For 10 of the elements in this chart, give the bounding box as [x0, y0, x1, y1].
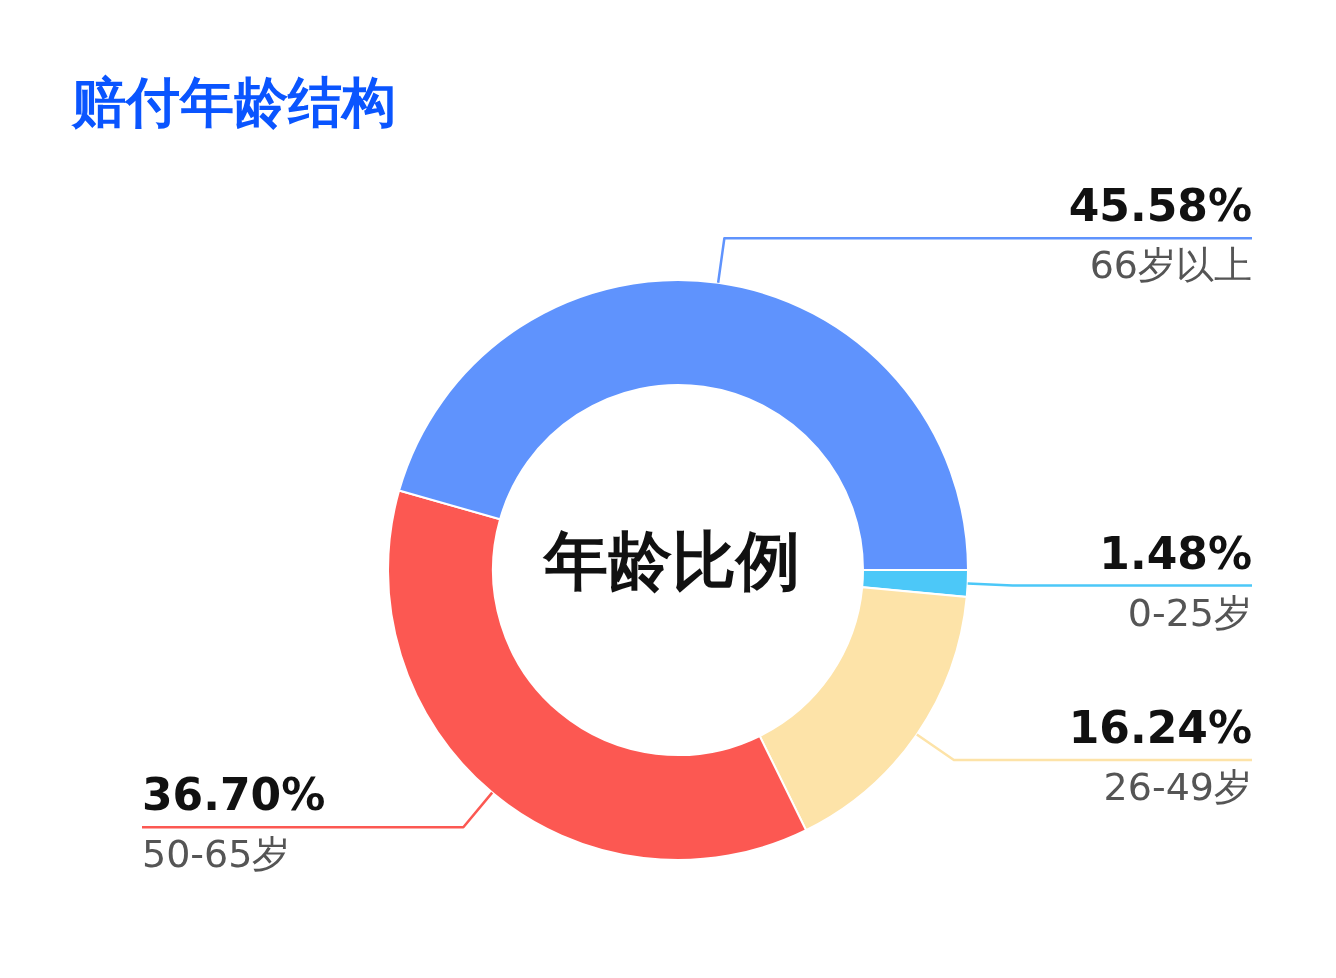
data-label: 36.70%: [142, 769, 326, 821]
chart-title: 赔付年龄结构: [71, 71, 396, 134]
data-label: 45.58%: [1068, 180, 1252, 232]
slice-label: 66岁以上: [1089, 243, 1252, 288]
data-label: 16.24%: [1068, 702, 1252, 754]
slice-label: 26-49岁: [1103, 765, 1252, 810]
slice-label: 0-25岁: [1127, 590, 1252, 635]
text: 年龄比例: [542, 524, 800, 598]
slice-label: 50-65岁: [142, 832, 291, 877]
data-label: 1.48%: [1099, 527, 1252, 579]
